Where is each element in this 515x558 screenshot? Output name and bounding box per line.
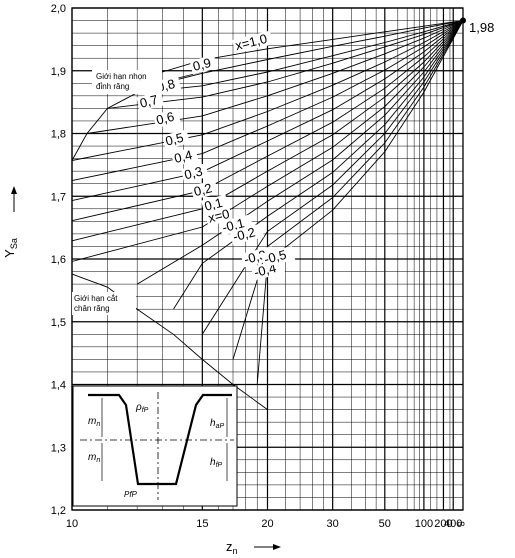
series-line (256, 20, 464, 385)
x-axis-label: zn (226, 539, 238, 556)
y-axis-label: YSa (2, 238, 19, 258)
series-line (71, 20, 464, 182)
series-line (86, 20, 464, 134)
series-line (71, 20, 464, 161)
series-line (71, 20, 464, 242)
curve-label-bg (189, 54, 218, 75)
x-tick-label: 20 (261, 518, 273, 530)
series-line (137, 20, 464, 94)
y-tick-label: 1,6 (51, 254, 66, 266)
y-tick-label: 1,5 (51, 317, 66, 329)
curve-label: 0,7 (138, 92, 159, 111)
curve-label: -0,5 (263, 247, 288, 267)
curve-label: 0,9 (191, 55, 212, 74)
curve-label-bg (250, 259, 286, 281)
series-line (173, 20, 464, 310)
y-tick-label: 1,4 (51, 380, 66, 392)
convergence-point (460, 17, 466, 24)
series-line (137, 20, 464, 91)
series-line (201, 20, 464, 335)
curve-label: 0,2 (192, 180, 213, 199)
x-tick-label: 400 (444, 518, 462, 530)
curve-label-bg (181, 163, 209, 183)
y-tick-label: 1,2 (51, 505, 66, 517)
y-tick-label: 1,9 (51, 66, 66, 78)
inset-label-mn2: mn (88, 452, 100, 464)
inset-label-hap: haP (210, 418, 224, 430)
curve-label-bg (218, 214, 254, 236)
y-tick-label: 2,0 (51, 3, 66, 15)
series-line (107, 20, 464, 109)
curve-label-bg (232, 30, 274, 54)
y-tick-label: 1,3 (51, 442, 66, 454)
inset-label-hfp: hfP (210, 457, 223, 469)
x-axis-arrowhead (273, 544, 281, 550)
curve-label-bg (152, 108, 181, 129)
convergence-label: 1,98 (469, 20, 494, 35)
curve-label-bg (260, 246, 296, 268)
curve-label: 0,3 (183, 163, 204, 182)
x-tick-label: 30 (327, 518, 339, 530)
curve-label: 0,4 (173, 147, 194, 166)
curve-label-bg (240, 246, 276, 268)
undercut-limit-line (71, 273, 268, 410)
curve-label: -0,3 (242, 247, 267, 267)
curve-label: -0,2 (231, 224, 256, 244)
inset-label-pfp: PfP (124, 490, 138, 499)
x-tick-label: 100 (415, 518, 433, 530)
x-tick-label: ∞ (457, 518, 465, 530)
x-tick-label: 10 (66, 518, 78, 530)
inset-label-rho: ρfP (135, 402, 149, 414)
curve-label: 0,6 (155, 109, 176, 128)
x-tick-label: 200 (434, 518, 452, 530)
curve-label-bg (170, 146, 199, 167)
tick-labels: 1,2 1,3 1,4 1,5 1,6 1,7 1,8 1,9 2,0 10 15 20 30 50 100… (51, 3, 465, 530)
boundary-label-undercut: Giới hạn cắt chân răng (72, 292, 136, 315)
x-tick-label: 15 (196, 518, 208, 530)
tooth-profile-inset: mn mn ρfP haP hfP PfP (72, 385, 238, 507)
y-axis-arrowhead (11, 186, 17, 194)
curve-label: 0,5 (164, 130, 185, 149)
boundary-label-tip: Giới hạn nhọn đỉnh răng (92, 70, 162, 94)
tooth-profile-line (88, 393, 232, 486)
curve-label-bg (229, 223, 265, 245)
y-tick-label: 1,7 (51, 191, 66, 203)
curve-label: 0,1 (203, 195, 224, 214)
x-tick-label: 50 (379, 518, 391, 530)
series-line (71, 20, 464, 262)
y-tick-label: 1,8 (51, 129, 66, 141)
inset-frame (72, 385, 238, 507)
curve-label-bg (190, 180, 219, 200)
curve-label-bg (136, 91, 165, 112)
curve-label-bg (162, 129, 190, 150)
inset-label-mn1: mn (88, 416, 100, 428)
series-line (136, 20, 464, 285)
